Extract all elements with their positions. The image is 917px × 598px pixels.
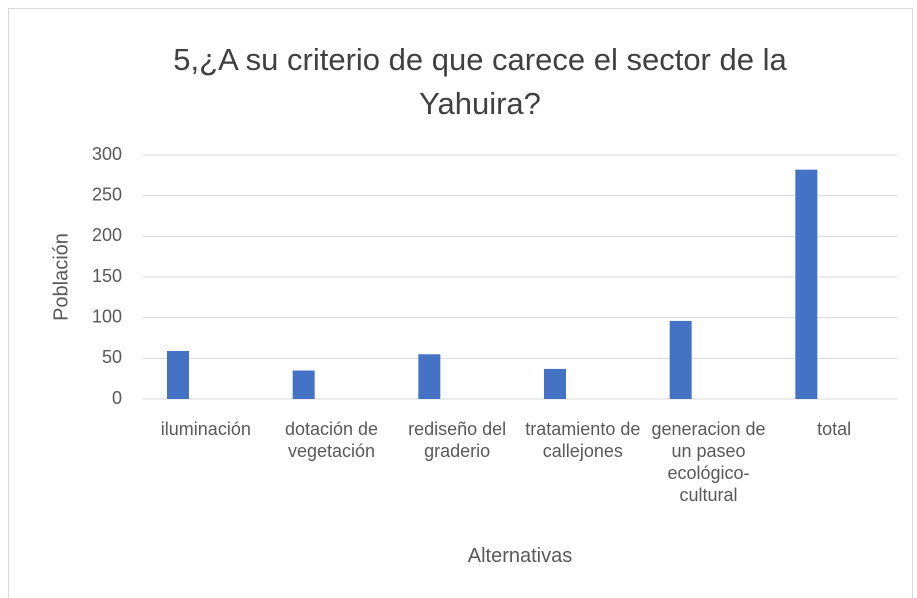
y-tick-label: 0 [112, 388, 122, 408]
x-tick-label: generacion de un paseo ecológico-cultura… [651, 419, 766, 505]
y-tick-label: 250 [92, 184, 122, 204]
x-tick-label: dotación de vegetación [284, 419, 379, 461]
x-axis-title: Alternativas [467, 545, 573, 567]
x-tick-label: rediseño del graderio [408, 419, 507, 461]
chart-border [8, 8, 913, 598]
x-tick-label: total [817, 419, 852, 439]
y-tick-label: 100 [92, 306, 122, 326]
bar [795, 169, 818, 399]
x-tick-label: iluminación [160, 419, 251, 439]
y-tick-label: 300 [92, 144, 122, 164]
bar [418, 354, 441, 399]
y-axis-title: Población [50, 233, 72, 321]
bar [292, 370, 315, 399]
chart-title: 5,¿A su criterio de que carece el sector… [173, 42, 787, 121]
y-tick-label: 200 [92, 225, 122, 245]
x-tick-label: tratamiento de callejones [525, 419, 641, 461]
bar [167, 351, 189, 399]
bar [669, 320, 692, 399]
y-tick-label: 50 [102, 347, 122, 367]
bar [544, 368, 566, 399]
y-tick-label: 150 [92, 266, 122, 286]
